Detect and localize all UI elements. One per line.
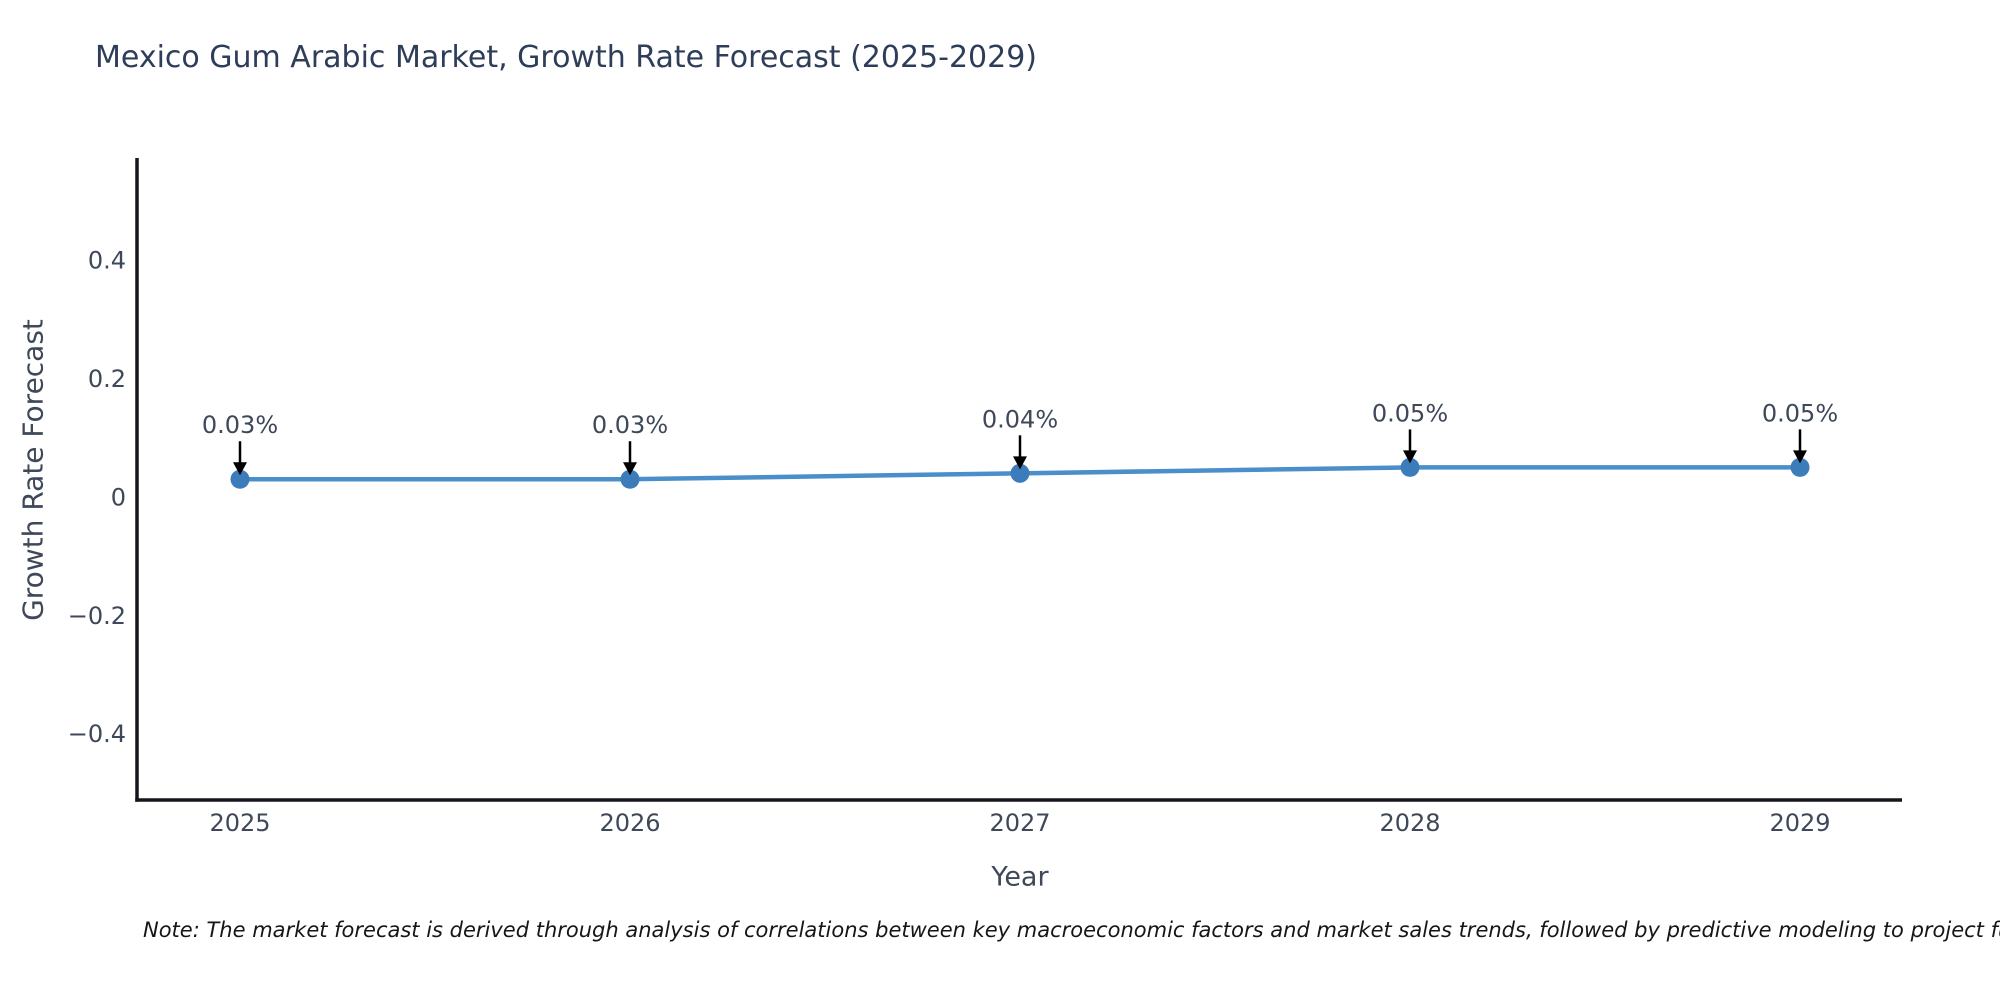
data-point-label: 0.04% — [982, 405, 1058, 433]
data-point-marker — [620, 469, 640, 489]
data-point-marker — [1400, 457, 1420, 477]
annotation-arrow-head — [1403, 450, 1417, 464]
x-tick-label: 2026 — [599, 809, 660, 837]
data-point-label: 0.05% — [1372, 399, 1448, 427]
y-tick-label: −0.4 — [68, 720, 126, 748]
data-point-marker — [1790, 457, 1810, 477]
data-point-marker — [1010, 463, 1030, 483]
annotation-arrow-head — [1013, 456, 1027, 470]
data-point-label: 0.03% — [202, 411, 278, 439]
footnote: Note: The market forecast is derived thr… — [143, 918, 2000, 942]
annotation-arrow-head — [623, 462, 637, 476]
annotation-arrow-head — [233, 462, 247, 476]
chart-title: Mexico Gum Arabic Market, Growth Rate Fo… — [95, 40, 1038, 75]
x-axis-title: Year — [991, 861, 1049, 893]
x-tick-label: 2029 — [1769, 809, 1830, 837]
annotation-arrow-head — [1793, 450, 1807, 464]
data-point-label: 0.05% — [1762, 399, 1838, 427]
y-tick-label: −0.2 — [68, 602, 126, 630]
y-tick-label: 0.2 — [88, 365, 126, 393]
data-point-label: 0.03% — [592, 411, 668, 439]
x-tick-label: 2025 — [209, 809, 270, 837]
x-tick-label: 2028 — [1379, 809, 1440, 837]
y-tick-label: 0.4 — [88, 247, 126, 275]
y-tick-label: 0 — [111, 483, 126, 511]
x-tick-label: 2027 — [989, 809, 1050, 837]
data-point-marker — [230, 469, 250, 489]
